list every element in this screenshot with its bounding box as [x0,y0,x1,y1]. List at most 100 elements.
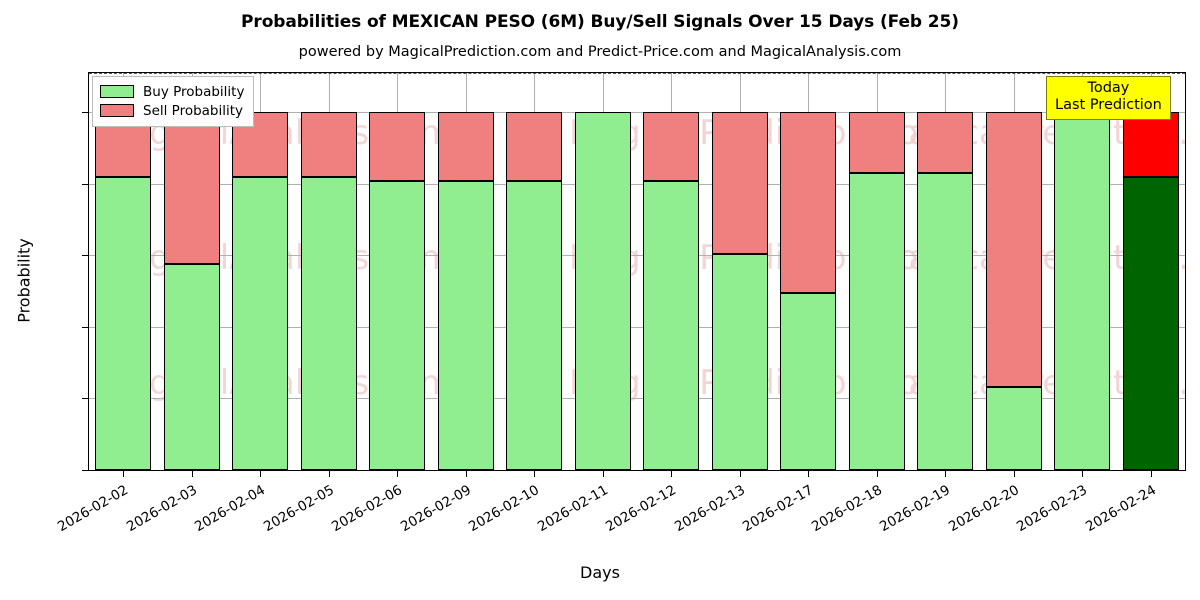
x-axis-tick-label: 2026-02-12 [603,482,680,536]
bar-segment-sell[interactable] [780,112,837,293]
gridline-horizontal [89,326,1185,328]
x-axis-tick-mark [260,471,261,477]
x-axis-tick-label: 2026-02-02 [55,482,132,536]
bar-group[interactable] [780,73,837,470]
today-annotation-line1: Today [1087,80,1130,96]
bar-segment-buy[interactable] [300,176,357,470]
bar-segment-buy[interactable] [985,386,1042,470]
bar-group[interactable] [917,73,974,470]
bar-segment-sell[interactable] [437,112,494,182]
today-annotation: Today Last Prediction [1046,76,1171,121]
x-axis-tick-label: 2026-02-13 [671,482,748,536]
x-axis-tick-mark [466,471,467,477]
y-axis: 020406080100 [0,72,1200,471]
x-axis-tick-mark [1151,471,1152,477]
y-axis-tick-mark [82,183,88,185]
bar-segment-sell[interactable] [163,112,220,265]
x-axis-tick-label: 2026-02-04 [192,482,269,536]
chart-legend: Buy Probability Sell Probability [92,76,255,127]
bar-group[interactable] [163,73,220,470]
x-axis-tick-label: 2026-02-19 [877,482,954,536]
bar-segment-buy[interactable] [780,292,837,470]
bar-segment-buy[interactable] [95,176,152,470]
bar-segment-sell[interactable] [300,112,357,177]
bar-group[interactable] [506,73,563,470]
x-axis-tick-mark [192,471,193,477]
x-axis-tick-mark [534,471,535,477]
bar-segment-buy[interactable] [848,173,905,470]
bar-group[interactable] [848,73,905,470]
x-axis-tick-mark [123,471,124,477]
bar-segment-buy[interactable] [163,264,220,470]
bar-group[interactable] [574,73,631,470]
bar-group[interactable] [437,73,494,470]
y-axis-tick-mark [82,255,88,257]
bar-group[interactable] [643,73,700,470]
x-axis-tick-mark [1014,471,1015,477]
bar-segment-sell[interactable] [643,112,700,182]
today-annotation-line2: Last Prediction [1055,97,1162,114]
x-axis-tick-label: 2026-02-05 [260,482,337,536]
x-axis-tick-label: 2026-02-20 [945,482,1022,536]
gridline-horizontal [89,398,1185,400]
gridline-horizontal [89,112,1185,114]
bar-group[interactable] [232,73,289,470]
x-axis-tick-label: 2026-02-23 [1014,482,1091,536]
plot-inner: MagicalAnalysis.comMagicalPrediction.com… [89,73,1185,470]
x-axis-tick-mark [671,471,672,477]
y-axis-title: Probability [14,238,34,323]
y-axis-tick-mark [82,398,88,400]
bar-segment-buy[interactable] [369,181,426,470]
x-axis-tick-label: 2026-02-24 [1082,482,1159,536]
x-axis-tick-label: 2026-02-09 [397,482,474,536]
bar-group[interactable] [1122,73,1179,470]
bar-segment-buy[interactable] [711,253,768,470]
bar-group[interactable] [711,73,768,470]
bar-segment-sell[interactable] [506,112,563,182]
legend-swatch-icon [100,104,134,117]
x-axis-tick-mark [1082,471,1083,477]
legend-item[interactable]: Sell Probability [100,101,244,120]
bar-group[interactable] [95,73,152,470]
legend-swatch-icon [100,85,134,98]
bar-group[interactable] [985,73,1042,470]
bar-segment-buy[interactable] [1054,112,1111,470]
gridline-horizontal [89,183,1185,185]
gridline-horizontal [89,255,1185,257]
bar-segment-sell[interactable] [711,112,768,254]
x-axis-tick-mark [740,471,741,477]
bar-group[interactable] [369,73,426,470]
bar-segment-sell[interactable] [917,112,974,174]
x-axis-tick-mark [945,471,946,477]
bar-segment-buy[interactable] [643,181,700,470]
y-axis-tick-mark [82,470,88,471]
x-axis-tick-mark [808,471,809,477]
chart-title: Probabilities of MEXICAN PESO (6M) Buy/S… [241,12,959,32]
legend-item-label: Sell Probability [143,102,244,119]
x-axis-tick-mark [603,471,604,477]
bar-segment-buy[interactable] [1122,176,1179,470]
x-axis-tick-mark [397,471,398,477]
bar-group[interactable] [300,73,357,470]
bar-segment-buy[interactable] [437,181,494,470]
bar-segment-sell[interactable] [369,112,426,182]
x-axis-tick-label: 2026-02-10 [466,482,543,536]
bar-segment-buy[interactable] [232,176,289,470]
x-axis-tick-label: 2026-02-03 [123,482,200,536]
plot-area: MagicalAnalysis.comMagicalPrediction.com… [88,72,1186,471]
bar-group[interactable] [1054,73,1111,470]
legend-item[interactable]: Buy Probability [100,82,244,101]
bar-segment-buy[interactable] [574,112,631,470]
x-axis-title: Days [580,563,620,582]
bar-segment-sell[interactable] [848,112,905,174]
y-axis-tick-mark [82,112,88,114]
x-axis-tick-label: 2026-02-11 [534,482,611,536]
bar-segment-sell[interactable] [985,112,1042,387]
x-axis-tick-mark [329,471,330,477]
bar-segment-buy[interactable] [917,173,974,470]
y-axis-tick-mark [82,326,88,328]
bar-segment-buy[interactable] [506,181,563,470]
bar-segment-sell[interactable] [1122,112,1179,177]
x-axis-tick-label: 2026-02-17 [740,482,817,536]
